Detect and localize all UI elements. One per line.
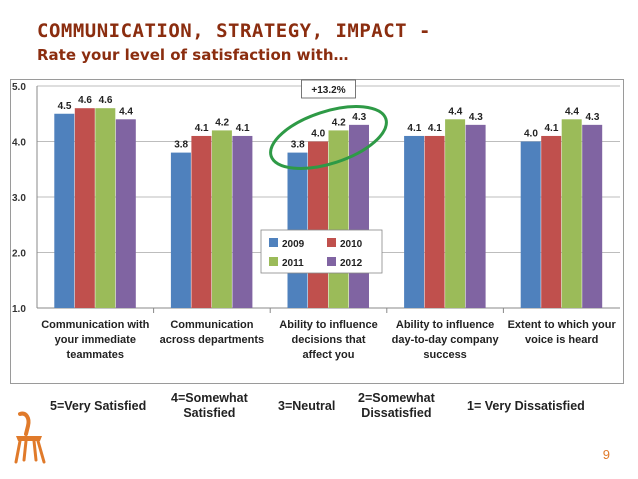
bar [191, 135, 212, 308]
x-tick-label: Extent to which your [508, 319, 617, 331]
x-tick-label: Communication [170, 319, 253, 331]
legend-swatch [327, 257, 336, 266]
bar [424, 135, 445, 308]
x-tick-label: affect you [303, 349, 355, 361]
data-label: 4.3 [469, 112, 483, 123]
x-tick-label: voice is heard [525, 334, 598, 346]
scale-label-very-satisfied: 5=Very Satisfied [50, 399, 147, 413]
bar [465, 124, 486, 308]
bar [170, 152, 191, 308]
legend-label: 2011 [282, 258, 304, 269]
x-tick-label: Ability to influence [279, 319, 377, 331]
data-label: 4.2 [215, 117, 229, 128]
x-tick-label: Communication with [41, 319, 149, 331]
x-tick-label: success [423, 349, 466, 361]
data-label: 3.8 [174, 140, 188, 151]
data-label: 4.3 [352, 112, 366, 123]
y-tick-label: 5.0 [12, 82, 26, 93]
annotation-label: +13.2% [311, 85, 345, 96]
bar [54, 113, 75, 308]
data-label: 4.6 [78, 95, 92, 106]
data-label: 4.1 [407, 123, 421, 134]
data-label: 4.0 [311, 129, 325, 140]
y-tick-label: 1.0 [12, 304, 26, 315]
chair-icon [14, 411, 46, 464]
bar [211, 130, 232, 308]
data-label: 4.1 [195, 123, 209, 134]
x-tick-label: day-to-day company [392, 334, 500, 346]
bar [582, 124, 603, 308]
bar [232, 135, 253, 308]
legend-swatch [269, 257, 278, 266]
data-label: 4.4 [119, 106, 133, 117]
bar [561, 119, 582, 308]
data-label: 4.2 [332, 117, 346, 128]
legend-label: 2012 [340, 258, 363, 269]
scale-label-neutral: 3=Neutral [278, 399, 336, 413]
page-number: 9 [602, 447, 610, 462]
x-tick-label: your immediate [55, 334, 136, 346]
bar [404, 135, 425, 308]
bar [520, 141, 541, 308]
legend-label: 2009 [282, 239, 305, 250]
scale-label-very-dissatisfied: 1= Very Dissatisfied [467, 399, 585, 413]
data-label: 4.1 [428, 123, 442, 134]
bar [541, 135, 562, 308]
data-label: 4.4 [565, 106, 579, 117]
page-subtitle: Rate your level of satisfaction with… [37, 46, 349, 64]
legend-swatch [269, 238, 278, 247]
page-title: COMMUNICATION, STRATEGY, IMPACT - [37, 20, 431, 42]
bar [115, 119, 136, 308]
data-label: 4.4 [448, 106, 462, 117]
legend-label: 2010 [340, 239, 363, 250]
x-tick-label: across departments [160, 334, 265, 346]
legend-box [260, 229, 383, 274]
data-label: 3.8 [291, 140, 305, 151]
data-label: 4.5 [58, 101, 72, 112]
bar [328, 130, 349, 308]
x-tick-label: teammates [67, 349, 124, 361]
y-tick-label: 2.0 [12, 249, 26, 260]
data-label: 4.1 [544, 123, 558, 134]
bar [445, 119, 466, 308]
x-tick-label: Ability to influence [396, 319, 494, 331]
bar [95, 108, 116, 308]
legend-swatch [327, 238, 336, 247]
scale-label-somewhat-satisfied: 4=Somewhat Satisfied [171, 391, 248, 420]
scale-label-somewhat-dissatisfied: 2=Somewhat Dissatisfied [358, 391, 435, 420]
y-tick-label: 3.0 [12, 193, 26, 204]
data-label: 4.6 [99, 95, 113, 106]
data-label: 4.3 [585, 112, 599, 123]
x-tick-label: decisions that [292, 334, 366, 346]
data-label: 4.0 [524, 129, 538, 140]
data-label: 4.1 [236, 123, 250, 134]
y-tick-label: 4.0 [12, 138, 26, 149]
bar [74, 108, 95, 308]
annotation-ellipse [269, 105, 388, 170]
annotation-box [301, 79, 356, 99]
